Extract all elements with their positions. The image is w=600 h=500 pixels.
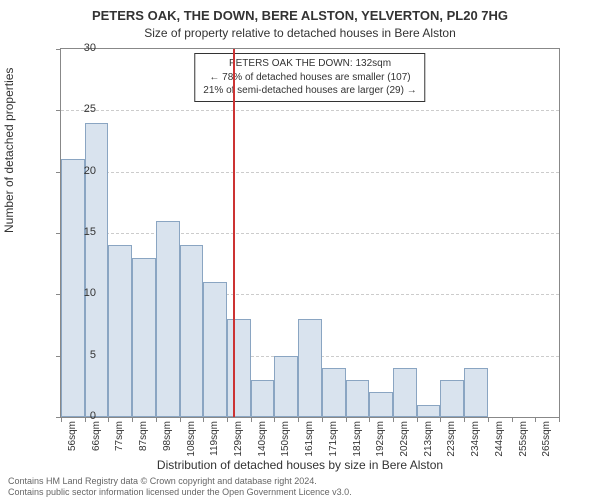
x-tick-mark xyxy=(61,417,62,422)
x-tick-label: 161sqm xyxy=(304,421,315,457)
y-tick-label: 25 xyxy=(66,103,96,115)
y-tick-label: 20 xyxy=(66,165,96,177)
y-tick-label: 30 xyxy=(66,42,96,54)
histogram-bar xyxy=(203,282,227,417)
x-axis-label: Distribution of detached houses by size … xyxy=(0,458,600,472)
x-tick-label: 202sqm xyxy=(399,421,410,457)
x-tick-label: 66sqm xyxy=(91,421,102,457)
y-tick-label: 5 xyxy=(66,349,96,361)
histogram-bar xyxy=(298,319,322,417)
x-tick-mark xyxy=(298,417,299,422)
histogram-bar xyxy=(251,380,275,417)
x-tick-label: 234sqm xyxy=(470,421,481,457)
y-tick-label: 15 xyxy=(66,226,96,238)
x-tick-label: 265sqm xyxy=(541,421,552,457)
histogram-bar xyxy=(440,380,464,417)
x-tick-label: 129sqm xyxy=(233,421,244,457)
gridline xyxy=(61,172,559,173)
annotation-box: PETERS OAK THE DOWN: 132sqm ← 78% of det… xyxy=(194,53,425,102)
x-tick-label: 119sqm xyxy=(209,421,220,457)
x-tick-mark xyxy=(393,417,394,422)
histogram-bar xyxy=(346,380,370,417)
histogram-bar xyxy=(180,245,204,417)
x-tick-mark xyxy=(346,417,347,422)
x-tick-label: 223sqm xyxy=(446,421,457,457)
histogram-bar xyxy=(274,356,298,417)
y-tick-mark xyxy=(56,49,61,50)
x-tick-label: 140sqm xyxy=(257,421,268,457)
gridline xyxy=(61,110,559,111)
footer-line-1: Contains HM Land Registry data © Crown c… xyxy=(8,476,352,487)
y-tick-label: 0 xyxy=(66,410,96,422)
x-tick-mark xyxy=(535,417,536,422)
histogram-bar xyxy=(369,392,393,417)
x-tick-label: 87sqm xyxy=(138,421,149,457)
x-tick-mark xyxy=(156,417,157,422)
histogram-bar xyxy=(393,368,417,417)
x-tick-mark xyxy=(417,417,418,422)
x-tick-mark xyxy=(108,417,109,422)
histogram-bar xyxy=(417,405,441,417)
x-tick-mark xyxy=(464,417,465,422)
reference-line xyxy=(233,49,235,417)
footer-line-2: Contains public sector information licen… xyxy=(8,487,352,498)
footer-attribution: Contains HM Land Registry data © Crown c… xyxy=(8,476,352,498)
x-tick-label: 181sqm xyxy=(352,421,363,457)
x-tick-label: 77sqm xyxy=(114,421,125,457)
histogram-bar xyxy=(156,221,180,417)
y-axis-label: Number of detached properties xyxy=(2,68,16,233)
x-tick-mark xyxy=(251,417,252,422)
x-tick-mark xyxy=(559,417,560,422)
x-tick-label: 98sqm xyxy=(162,421,173,457)
plot-area: PETERS OAK THE DOWN: 132sqm ← 78% of det… xyxy=(60,48,560,418)
histogram-bar xyxy=(322,368,346,417)
x-tick-mark xyxy=(440,417,441,422)
x-tick-label: 56sqm xyxy=(67,421,78,457)
histogram-bar xyxy=(132,258,156,417)
y-tick-mark xyxy=(56,110,61,111)
chart-container: PETERS OAK, THE DOWN, BERE ALSTON, YELVE… xyxy=(0,0,600,500)
x-tick-mark xyxy=(180,417,181,422)
x-tick-mark xyxy=(322,417,323,422)
x-tick-label: 244sqm xyxy=(494,421,505,457)
x-tick-label: 108sqm xyxy=(186,421,197,457)
x-tick-mark xyxy=(488,417,489,422)
x-tick-label: 213sqm xyxy=(423,421,434,457)
x-tick-mark xyxy=(227,417,228,422)
gridline xyxy=(61,233,559,234)
y-tick-label: 10 xyxy=(66,287,96,299)
chart-title: PETERS OAK, THE DOWN, BERE ALSTON, YELVE… xyxy=(0,8,600,23)
x-tick-mark xyxy=(203,417,204,422)
histogram-bar xyxy=(227,319,251,417)
x-tick-mark xyxy=(274,417,275,422)
x-tick-label: 150sqm xyxy=(280,421,291,457)
x-tick-mark xyxy=(512,417,513,422)
histogram-bar xyxy=(464,368,488,417)
x-tick-label: 171sqm xyxy=(328,421,339,457)
chart-subtitle: Size of property relative to detached ho… xyxy=(0,26,600,40)
histogram-bar xyxy=(108,245,132,417)
x-tick-mark xyxy=(369,417,370,422)
x-tick-mark xyxy=(132,417,133,422)
x-tick-label: 255sqm xyxy=(518,421,529,457)
x-tick-label: 192sqm xyxy=(375,421,386,457)
